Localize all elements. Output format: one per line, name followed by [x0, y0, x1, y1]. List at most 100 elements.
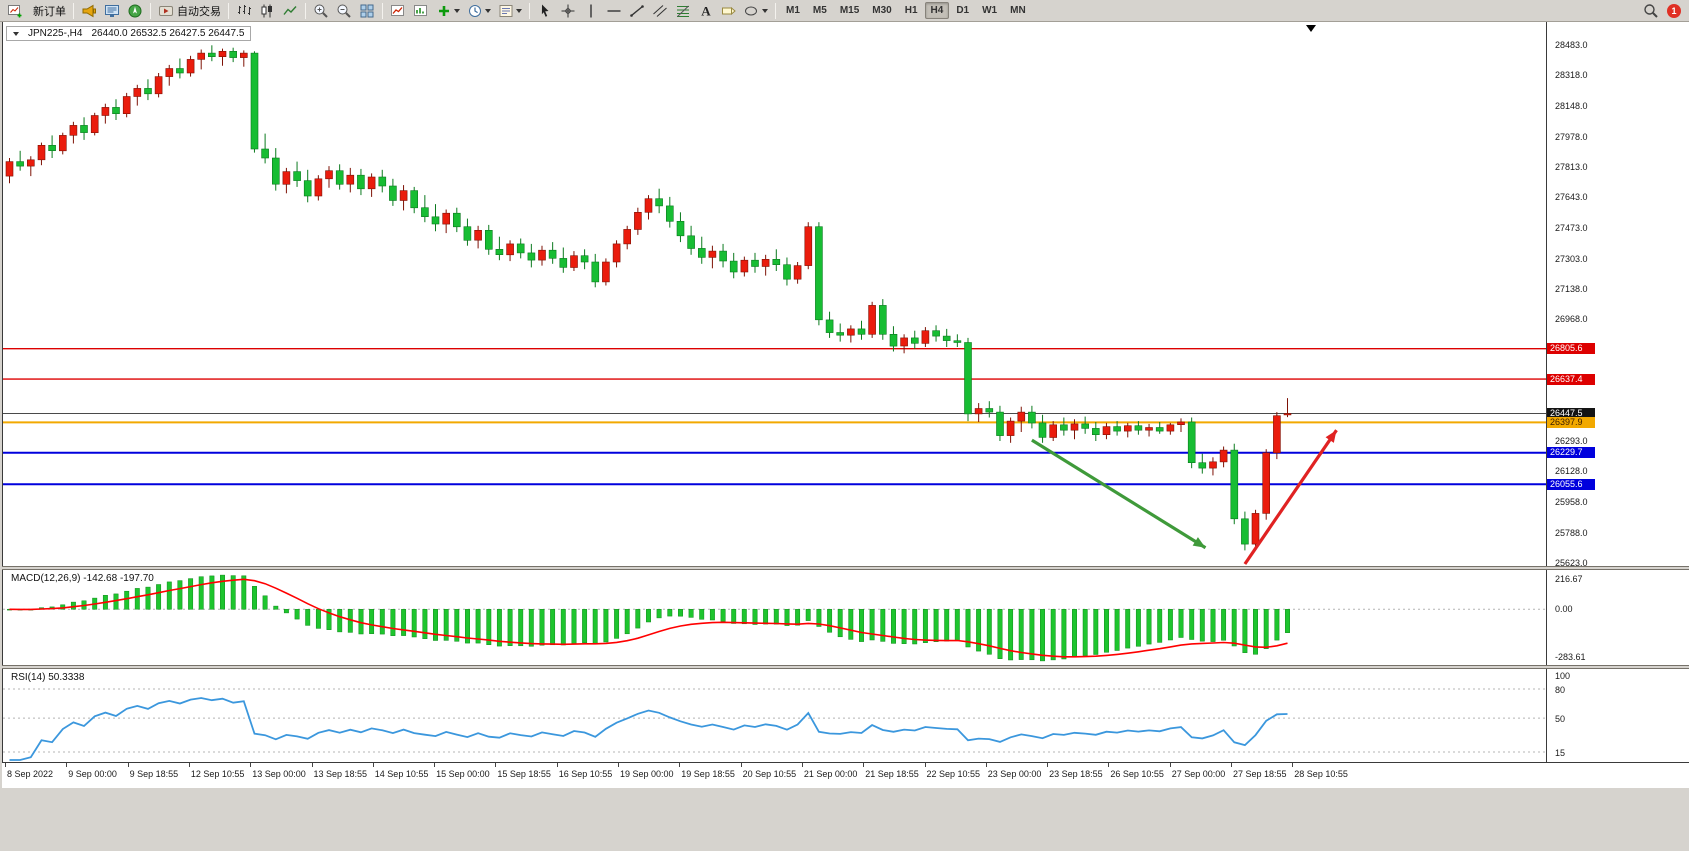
svg-text:A: A	[701, 3, 711, 18]
timeframe-m30-button[interactable]: M30	[872, 5, 892, 16]
templates-button[interactable]	[495, 1, 525, 21]
price-tick-label: 27643.0	[1555, 192, 1588, 202]
market-watch-button[interactable]	[101, 1, 123, 21]
price-axis[interactable]: 28483.0 28318.0 28148.0 27978.0 27813.0 27643…	[1546, 22, 1689, 762]
timeframe-h4-button[interactable]: H4	[924, 2, 950, 19]
vertical-line-button[interactable]	[580, 1, 602, 21]
panel-splitter[interactable]	[2, 665, 1689, 669]
crosshair-icon	[560, 3, 576, 19]
chart-shift-marker[interactable]	[1306, 25, 1316, 32]
time-tick	[1231, 763, 1232, 767]
bar-chart-icon	[236, 3, 252, 19]
time-tick-label: 13 Sep 18:55	[313, 769, 368, 779]
price-tick-label: 25958.0	[1555, 497, 1588, 507]
rsi-panel[interactable]: RSI(14) 50.3338	[3, 669, 1546, 762]
line-chart-button[interactable]	[279, 1, 301, 21]
time-tick	[311, 763, 313, 767]
timeframe-d1-button[interactable]: D1	[956, 5, 970, 16]
price-tick-label: 28483.0	[1555, 40, 1588, 50]
auto-trading-button[interactable]: 自动交易	[155, 1, 224, 21]
candlestick-chart[interactable]	[3, 22, 1546, 566]
time-tick	[985, 763, 987, 767]
time-tick-label: 9 Sep 00:00	[68, 769, 117, 779]
time-tick-label: 21 Sep 00:00	[803, 769, 858, 779]
bar-chart-button[interactable]	[233, 1, 255, 21]
time-tick	[372, 763, 374, 767]
time-tick	[1108, 763, 1110, 767]
channel-button[interactable]	[649, 1, 671, 21]
price-tick-label: 28318.0	[1555, 70, 1588, 80]
symbol-period-label: JPN225-,H4	[28, 28, 83, 39]
megaphone-icon	[81, 3, 97, 19]
price-tick-label: 26128.0	[1555, 466, 1588, 476]
time-tick-label: 26 Sep 10:55	[1110, 769, 1164, 779]
time-tick-label: 28 Sep 10:55	[1294, 769, 1348, 779]
label-tag-icon	[721, 3, 737, 19]
fibonacci-icon	[675, 3, 691, 19]
objects-list-button[interactable]	[410, 1, 432, 21]
timeframe-m15-button[interactable]: M15	[839, 5, 860, 16]
compass-icon	[127, 3, 143, 19]
indicator-chart-icon	[390, 3, 406, 19]
rsi-chart[interactable]	[3, 669, 1546, 762]
timeframe-m1-button[interactable]: M1	[786, 5, 800, 16]
timeframe-h1-button[interactable]: H1	[904, 5, 918, 16]
search-button[interactable]	[1640, 1, 1662, 21]
alerts-button[interactable]	[78, 1, 100, 21]
timeframe-mn-button[interactable]: MN	[1010, 5, 1026, 16]
fibonacci-button[interactable]	[672, 1, 694, 21]
label-button[interactable]	[718, 1, 740, 21]
trendline-button[interactable]	[626, 1, 648, 21]
periods-button[interactable]	[464, 1, 494, 21]
tile-windows-button[interactable]	[356, 1, 378, 21]
panel-splitter[interactable]	[2, 566, 1689, 570]
line-chart-icon	[282, 3, 298, 19]
notifications-badge[interactable]: 1	[1667, 3, 1681, 18]
monitor-icon	[104, 3, 120, 19]
macd-chart[interactable]	[3, 570, 1546, 665]
timeframe-w1-button[interactable]: W1	[982, 5, 998, 16]
chart-title-overlay[interactable]: JPN225-,H4 26440.0 26532.5 26427.5 26447…	[6, 26, 252, 41]
zoom-out-button[interactable]	[333, 1, 355, 21]
time-tick	[1047, 763, 1049, 767]
new-chart-button[interactable]	[4, 1, 26, 21]
timeframe-m5-button[interactable]: M5	[812, 5, 827, 16]
macd-scale-label: -283.61	[1555, 652, 1586, 662]
zoom-in-button[interactable]	[310, 1, 332, 21]
toolbar-separator	[529, 2, 530, 19]
time-tick	[127, 763, 129, 767]
toolbar-separator	[73, 2, 74, 19]
indicator-list-button[interactable]	[387, 1, 409, 21]
plus-icon	[436, 3, 452, 19]
new-order-button[interactable]: 新订单	[27, 1, 69, 21]
autotrading-play-icon	[158, 3, 174, 19]
text-button[interactable]: A	[695, 1, 717, 21]
time-tick-label: 16 Sep 10:55	[558, 769, 613, 779]
price-line-tag: 26055.6	[1547, 479, 1595, 490]
navigator-button[interactable]	[124, 1, 146, 21]
text-icon: A	[698, 3, 714, 19]
cursor-icon	[537, 3, 553, 19]
price-chart-panel[interactable]	[3, 22, 1546, 566]
price-line-tag: 26397.9	[1547, 417, 1595, 428]
macd-panel[interactable]: MACD(12,26,9) -142.68 -197.70	[3, 570, 1546, 665]
time-tick-label: 20 Sep 10:55	[742, 769, 797, 779]
cursor-button[interactable]	[534, 1, 556, 21]
horizontal-line-button[interactable]	[603, 1, 625, 21]
add-indicator-button[interactable]	[433, 1, 463, 21]
rsi-scale-label: 100	[1555, 671, 1571, 681]
time-axis[interactable]: 8 Sep 2022 9 Sep 00:00 9 Sep 18:55 12 Sep 1…	[2, 762, 1689, 788]
price-tick-label: 27813.0	[1555, 162, 1588, 172]
time-tick-label: 22 Sep 10:55	[926, 769, 981, 779]
price-line-tag: 26805.6	[1547, 343, 1595, 354]
objects-chart-icon	[413, 3, 429, 19]
crosshair-button[interactable]	[557, 1, 579, 21]
shapes-button[interactable]	[741, 1, 771, 21]
time-tick	[556, 763, 558, 767]
time-tick-label: 15 Sep 00:00	[436, 769, 490, 779]
candlestick-chart-button[interactable]	[256, 1, 278, 21]
time-tick	[863, 763, 865, 767]
timeframe-group: M1 M5 M15 M30 H1 H4 D1 W1 MN	[780, 2, 1032, 19]
chevron-down-icon	[485, 8, 491, 13]
